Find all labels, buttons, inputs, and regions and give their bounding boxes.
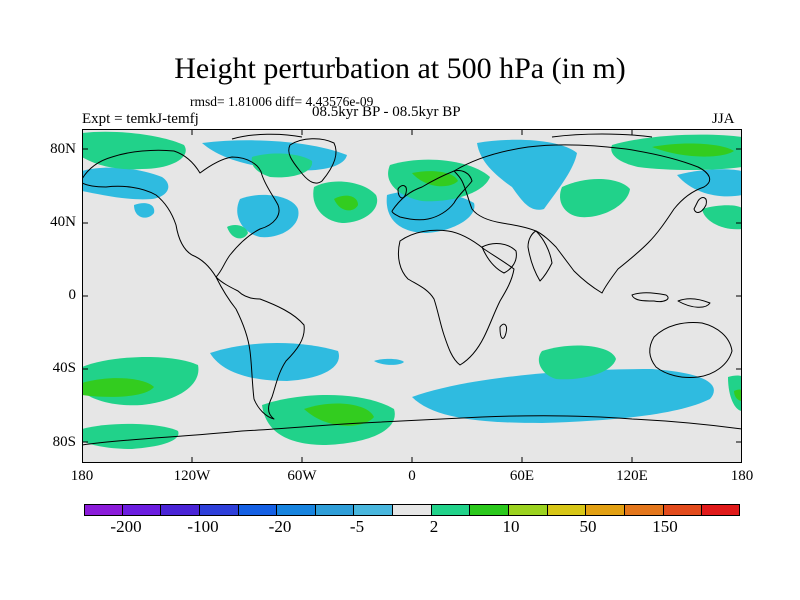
colorbar-label: 10 bbox=[502, 517, 520, 536]
lat-tick-label: 80N bbox=[50, 141, 76, 157]
negative-anomaly-regions bbox=[82, 139, 742, 423]
lon-tick-label: 120W bbox=[173, 468, 211, 484]
colorbar-label: 50 bbox=[579, 517, 597, 536]
core-atlantic bbox=[334, 195, 358, 211]
lon-tick-label: 0 bbox=[408, 468, 416, 484]
core-south-atlantic bbox=[304, 403, 374, 426]
colorbar-swatch bbox=[470, 504, 510, 516]
core-spacific bbox=[82, 378, 154, 397]
core-npacific bbox=[652, 143, 734, 157]
coastlines bbox=[82, 133, 742, 446]
positive-core-regions bbox=[82, 143, 742, 426]
colorbar-label: 2 bbox=[429, 517, 439, 536]
anomaly-neg-siberia bbox=[477, 139, 577, 210]
height-perturbation-map bbox=[82, 129, 742, 463]
colorbar-swatch bbox=[199, 504, 239, 516]
colorbar-swatch bbox=[547, 504, 587, 516]
lon-tick-label: 180 bbox=[70, 468, 94, 484]
anomaly-neg-npacific-east bbox=[677, 169, 742, 197]
lon-tick-label: 60E bbox=[509, 468, 535, 484]
anomaly-pos-asia bbox=[560, 178, 630, 218]
colorbar-swatch bbox=[393, 504, 432, 516]
anomaly-neg-south-america bbox=[210, 343, 339, 381]
period-label: 08.5kyr BP - 08.5kyr BP bbox=[312, 104, 461, 120]
lat-tick-label: 80S bbox=[52, 434, 76, 450]
anomaly-neg-europe bbox=[386, 190, 475, 233]
colorbar-swatch bbox=[586, 504, 625, 516]
lat-tick-label: 0 bbox=[68, 287, 77, 303]
colorbar-frame bbox=[84, 504, 740, 516]
colorbar-swatch bbox=[509, 504, 548, 516]
colorbar-label: 150 bbox=[652, 517, 678, 536]
anomaly-pos-alaska bbox=[82, 131, 186, 170]
anomaly-neg-usa bbox=[237, 194, 299, 238]
colorbar-swatch bbox=[431, 504, 471, 516]
core-scandinavia bbox=[412, 171, 458, 187]
colorbar-label: -100 bbox=[187, 517, 219, 536]
anomaly-neg-southern-ocean bbox=[412, 369, 714, 423]
tick-marks bbox=[82, 129, 742, 463]
anomaly-pos-small bbox=[227, 225, 248, 239]
colorbar bbox=[84, 504, 740, 516]
colorbar-swatch bbox=[84, 504, 123, 516]
colorbar-swatch bbox=[702, 504, 740, 516]
colorbar-swatch bbox=[663, 504, 703, 516]
experiment-label: Expt = temkJ-temfj bbox=[82, 111, 199, 127]
lat-tick-label: 40S bbox=[52, 360, 76, 376]
colorbar-swatch bbox=[161, 504, 200, 516]
anomaly-neg-pacific-small bbox=[134, 203, 155, 218]
lon-tick-label: 180 bbox=[730, 468, 754, 484]
anomaly-pos-indian bbox=[538, 345, 616, 380]
colorbar-swatch bbox=[238, 504, 278, 516]
colorbar-swatch bbox=[277, 504, 316, 516]
anomaly-pos-antarctic-pacific bbox=[82, 423, 179, 449]
anomaly-pos-east bbox=[702, 205, 742, 230]
colorbar-swatch bbox=[624, 504, 664, 516]
anomaly-pos-canada bbox=[251, 153, 313, 178]
colorbar-swatch bbox=[354, 504, 394, 516]
map-title: Height perturbation at 500 hPa (in m) bbox=[174, 52, 626, 85]
colorbar-label: -200 bbox=[110, 517, 142, 536]
season-label: JJA bbox=[712, 111, 735, 127]
lon-tick-label: 120E bbox=[616, 468, 648, 484]
colorbar-swatch bbox=[315, 504, 355, 516]
rmsd-stats: rmsd= 1.81006 diff= 4.43576e-09 bbox=[190, 94, 374, 109]
colorbar-label: -20 bbox=[268, 517, 292, 536]
lon-tick-label: 60W bbox=[287, 468, 317, 484]
anomaly-neg-npacific-west bbox=[82, 167, 169, 200]
colorbar-label: -5 bbox=[349, 517, 365, 536]
lat-tick-label: 40N bbox=[50, 214, 76, 230]
core-east bbox=[734, 389, 742, 401]
colorbar-swatch bbox=[122, 504, 162, 516]
anomaly-neg-small bbox=[374, 358, 404, 365]
